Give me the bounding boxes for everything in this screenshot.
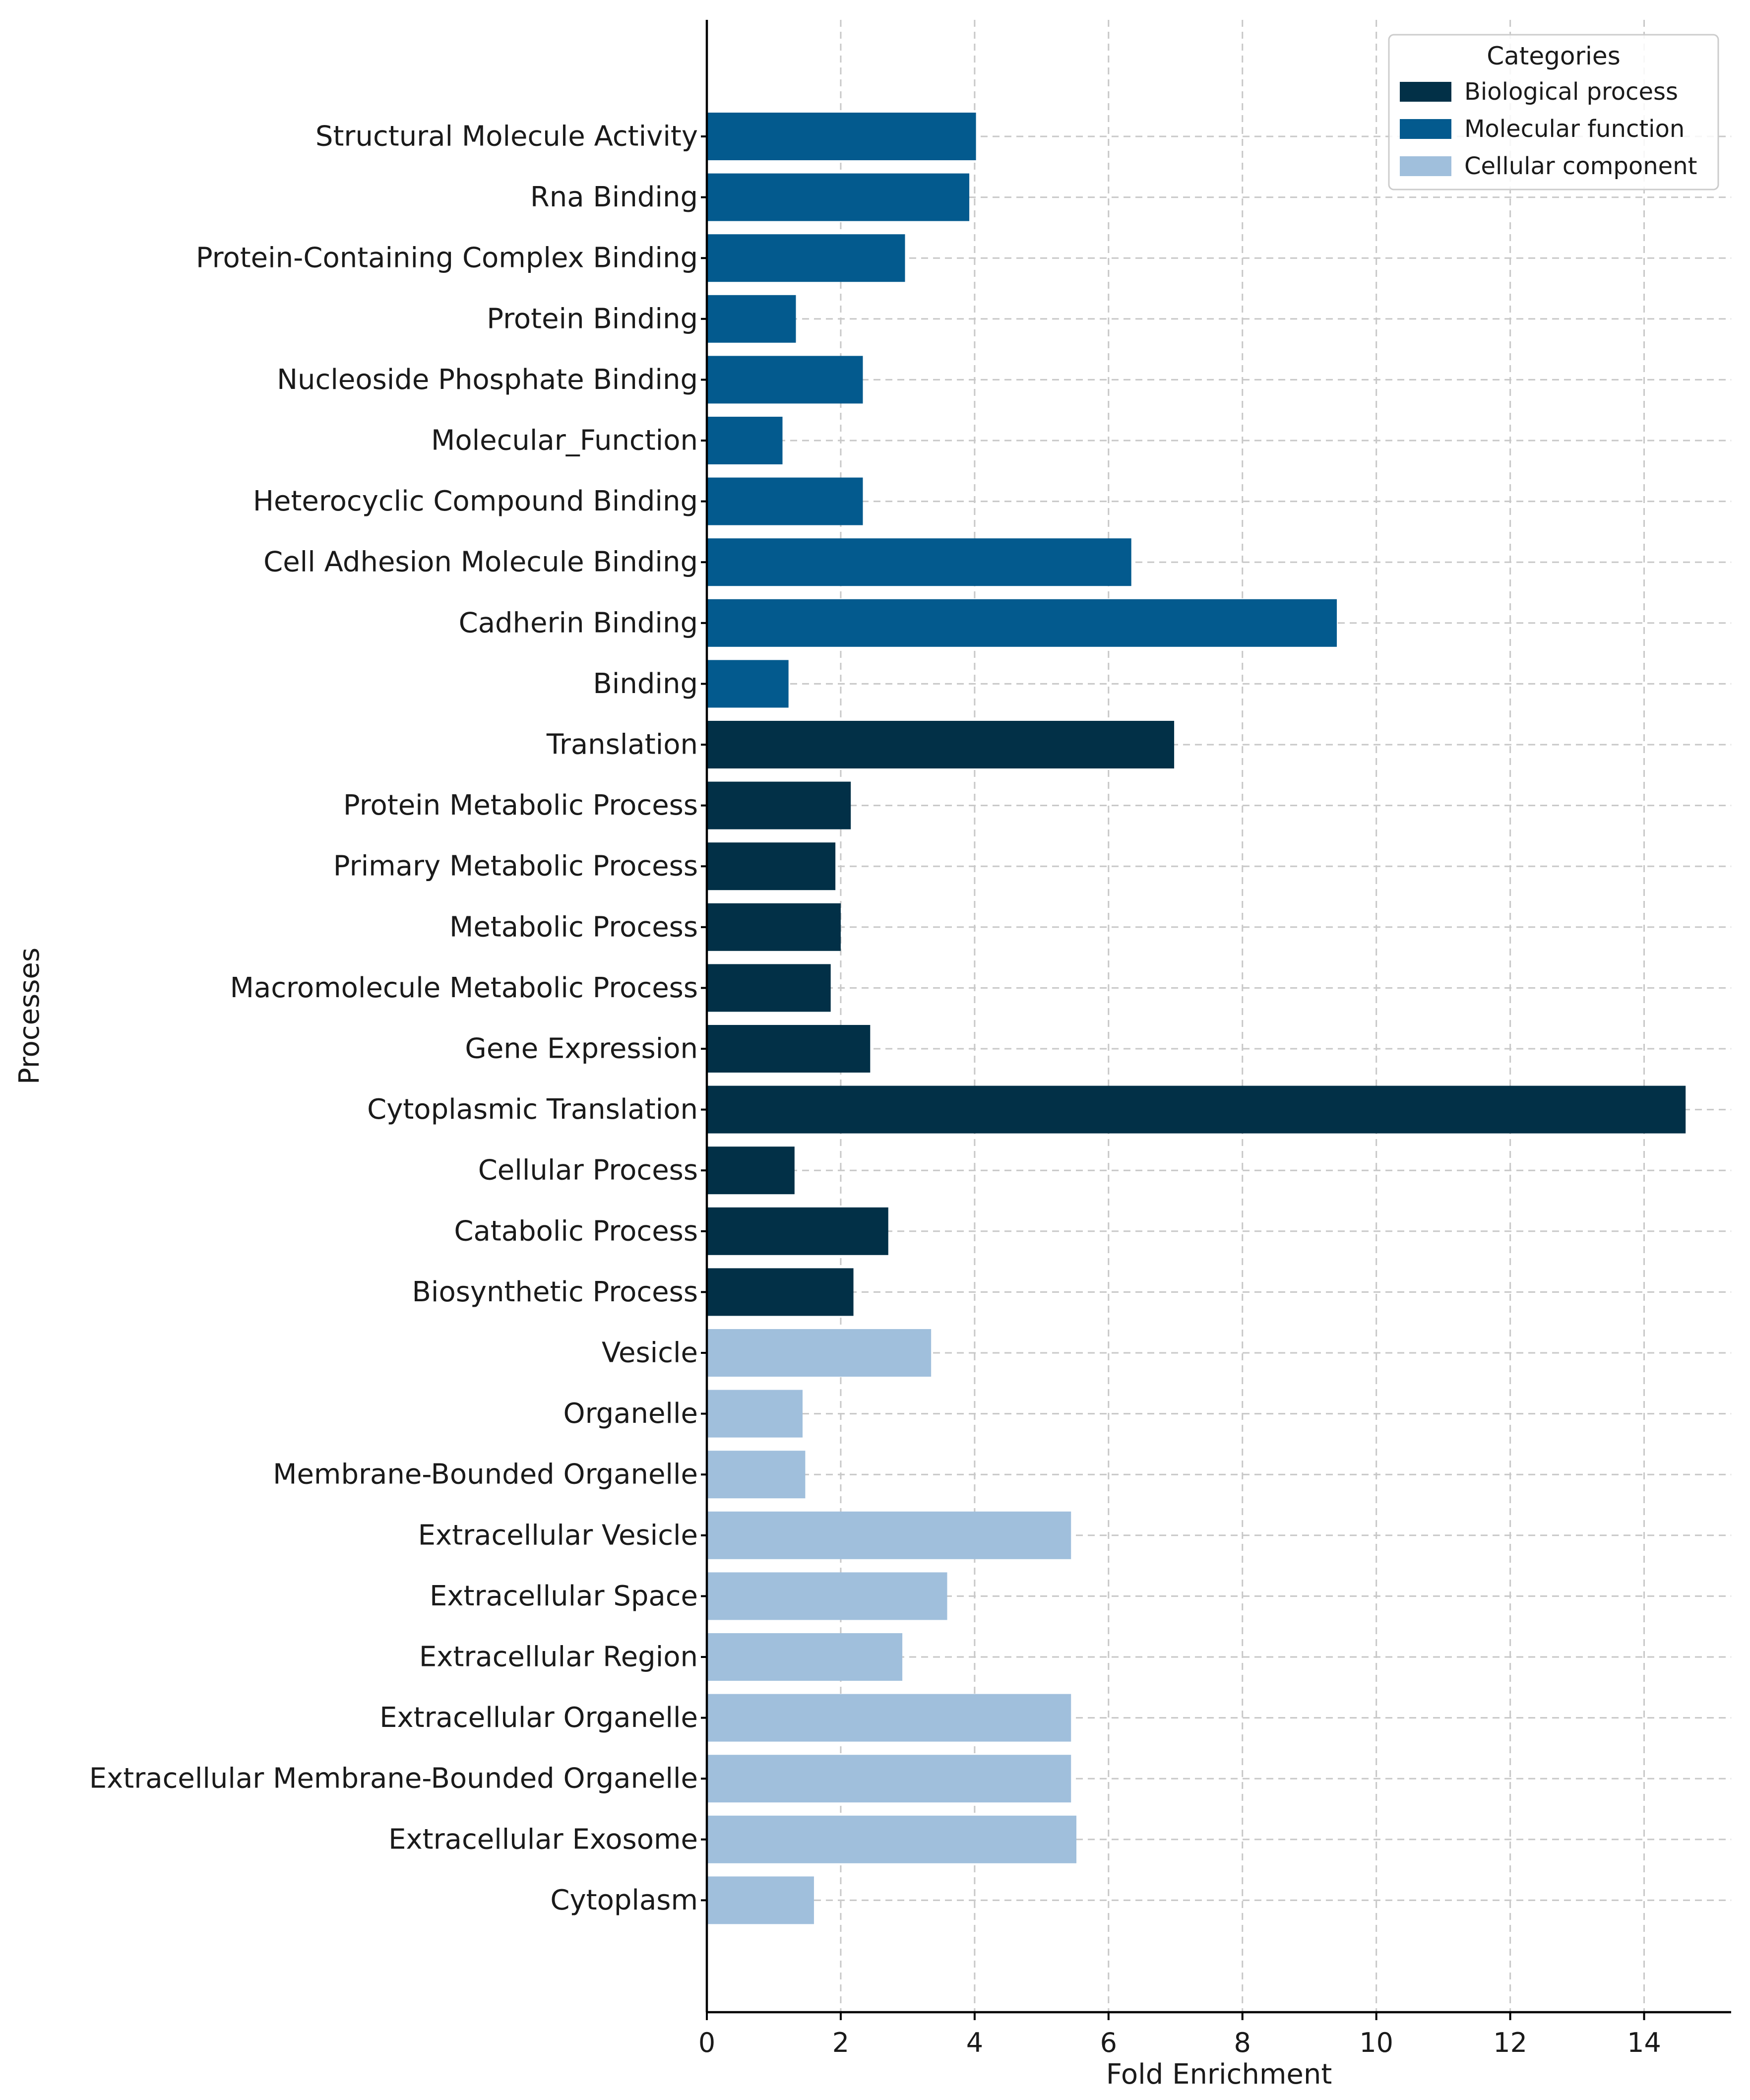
legend-label-cellular-component: Cellular component	[1464, 152, 1697, 180]
bar-primary-metabolic-process	[707, 842, 836, 891]
category-label-macromolecule-metabolic-process: Macromolecule Metabolic Process	[230, 972, 698, 1004]
bars	[707, 113, 1686, 1924]
bar-cellular-process	[707, 1146, 795, 1195]
category-label-molecular-function: Molecular_Function	[431, 425, 698, 457]
category-label-binding: Binding	[593, 668, 698, 700]
category-label-catabolic-process: Catabolic Process	[454, 1215, 698, 1247]
bar-membrane-bounded-organelle	[707, 1451, 806, 1499]
x-tick-label-3: 6	[1100, 2027, 1117, 2058]
bar-extracellular-vesicle	[707, 1511, 1071, 1559]
category-label-cytoplasmic-translation: Cytoplasmic Translation	[367, 1093, 698, 1126]
category-label-metabolic-process: Metabolic Process	[449, 911, 698, 943]
y-axis-title: Processes	[13, 948, 46, 1084]
bar-extracellular-membrane-bounded-organelle	[707, 1755, 1071, 1803]
category-label-protein-metabolic-process: Protein Metabolic Process	[343, 789, 698, 822]
category-label-rna-binding: Rna Binding	[530, 181, 698, 213]
category-label-structural-molecule-activity: Structural Molecule Activity	[315, 121, 698, 153]
bar-translation	[707, 721, 1175, 768]
bar-cadherin-binding	[707, 599, 1337, 647]
category-label-extracellular-region: Extracellular Region	[419, 1641, 698, 1673]
axes	[701, 20, 1731, 2020]
category-label-cadherin-binding: Cadherin Binding	[459, 607, 698, 639]
category-label-cytoplasm: Cytoplasm	[550, 1884, 698, 1916]
category-label-membrane-bounded-organelle: Membrane-Bounded Organelle	[273, 1459, 698, 1491]
x-tick-label-4: 8	[1234, 2027, 1251, 2058]
category-label-extracellular-exosome: Extracellular Exosome	[388, 1823, 698, 1855]
category-label-extracellular-organelle: Extracellular Organelle	[379, 1702, 698, 1734]
bar-organelle	[707, 1390, 803, 1438]
category-label-cell-adhesion-molecule-binding: Cell Adhesion Molecule Binding	[263, 546, 698, 578]
x-axis-title: Fold Enrichment	[1106, 2058, 1332, 2091]
legend-label-biological-process: Biological process	[1464, 78, 1678, 106]
category-label-translation: Translation	[546, 729, 698, 761]
bar-cytoplasmic-translation	[707, 1085, 1686, 1134]
bar-vesicle	[707, 1329, 932, 1377]
bar-gene-expression	[707, 1025, 871, 1073]
category-label-protein-binding: Protein Binding	[487, 303, 698, 335]
legend-entries: Biological process Molecular function Cell…	[1400, 78, 1697, 180]
category-label-nucleoside-phosphate-binding: Nucleoside Phosphate Binding	[277, 364, 698, 396]
x-tick-label-5: 10	[1359, 2027, 1393, 2058]
legend-swatch-molecular-function	[1400, 119, 1451, 139]
legend: Categories Biological process Molecular f…	[1388, 34, 1719, 191]
category-label-cellular-process: Cellular Process	[478, 1154, 698, 1187]
bar-macromolecule-metabolic-process	[707, 964, 831, 1012]
bar-molecular-function	[707, 417, 783, 464]
bar-protein-binding	[707, 295, 796, 343]
category-label-extracellular-vesicle: Extracellular Vesicle	[418, 1519, 698, 1551]
category-label-extracellular-membrane-bounded-organelle: Extracellular Membrane-Bounded Organelle	[89, 1763, 698, 1795]
legend-box	[1388, 34, 1719, 191]
category-label-primary-metabolic-process: Primary Metabolic Process	[333, 850, 698, 883]
bar-rna-binding	[707, 173, 970, 221]
x-tick-label-7: 14	[1627, 2027, 1661, 2058]
bar-protein-metabolic-process	[707, 781, 851, 829]
bar-extracellular-exosome	[707, 1815, 1077, 1863]
x-tick-label-1: 2	[832, 2027, 849, 2058]
bar-binding	[707, 660, 789, 708]
bar-extracellular-organelle	[707, 1694, 1071, 1742]
legend-swatch-biological-process	[1400, 82, 1451, 102]
bar-protein-containing-complex-binding	[707, 234, 905, 282]
x-tick-labels: 0 2 4 6 8 10 12 14	[698, 2027, 1661, 2058]
x-tick-label-2: 4	[966, 2027, 983, 2058]
bar-structural-molecule-activity	[707, 113, 976, 160]
bar-cell-adhesion-molecule-binding	[707, 538, 1131, 586]
bar-extracellular-space	[707, 1572, 947, 1620]
category-label-vesicle: Vesicle	[602, 1337, 698, 1369]
category-label-heterocyclic-compound-binding: Heterocyclic Compound Binding	[253, 485, 698, 517]
bar-cytoplasm	[707, 1876, 814, 1924]
bar-nucleoside-phosphate-binding	[707, 356, 863, 404]
legend-title: Categories	[1487, 42, 1621, 70]
category-label-extracellular-space: Extracellular Space	[430, 1580, 698, 1612]
category-labels: Structural Molecule Activity Rna Binding P…	[89, 121, 698, 1916]
category-label-biosynthetic-process: Biosynthetic Process	[412, 1276, 698, 1308]
legend-label-molecular-function: Molecular function	[1464, 115, 1685, 143]
category-label-protein-containing-complex-binding: Protein-Containing Complex Binding	[196, 242, 698, 274]
category-label-gene-expression: Gene Expression	[465, 1033, 698, 1065]
bar-heterocyclic-compound-binding	[707, 477, 863, 525]
bar-extracellular-region	[707, 1633, 903, 1681]
category-label-organelle: Organelle	[563, 1398, 698, 1430]
bar-biosynthetic-process	[707, 1268, 854, 1316]
legend-swatch-cellular-component	[1400, 156, 1451, 176]
x-tick-label-6: 12	[1493, 2027, 1527, 2058]
bar-metabolic-process	[707, 903, 841, 951]
x-tick-label-0: 0	[698, 2027, 715, 2058]
bar-catabolic-process	[707, 1207, 888, 1255]
